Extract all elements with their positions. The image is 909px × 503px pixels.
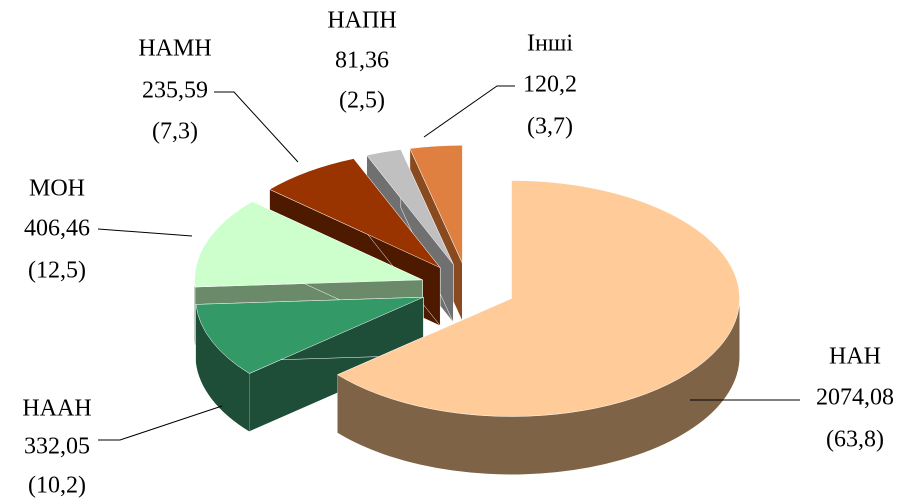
label-value: 81,36 [335, 48, 389, 74]
slice [336, 180, 740, 475]
label-value: 235,59 [142, 78, 208, 104]
label-value: 406,46 [24, 216, 90, 242]
leader-line [97, 228, 193, 237]
leader-line [98, 405, 223, 441]
label-value: 332,05 [24, 434, 90, 460]
label-name: НАН [829, 344, 881, 370]
leader-line [214, 91, 299, 163]
label-name: НАПН [327, 8, 396, 34]
slice-top [269, 158, 441, 268]
label-share: (10,2) [28, 473, 86, 499]
label-name: НАМН [138, 36, 211, 62]
slice-side [337, 298, 740, 475]
label-name: МОН [29, 176, 85, 202]
slice-top [336, 180, 740, 417]
slice-top [195, 296, 424, 374]
label-share: (12,5) [28, 258, 86, 284]
label-share: (7,3) [152, 119, 198, 145]
leader-line [423, 85, 515, 138]
label-share: (2,5) [339, 88, 385, 114]
label-share: (63,8) [826, 427, 884, 453]
slice-top [194, 201, 423, 288]
slice-top [366, 149, 454, 265]
label-value: 2074,08 [816, 385, 894, 411]
label-name: НААН [22, 396, 91, 422]
label-value: 120,2 [523, 72, 577, 98]
slice-side [195, 304, 250, 432]
slice-top [409, 145, 463, 264]
label-share: (3,7) [527, 114, 573, 140]
label-name: Інші [527, 31, 573, 57]
slice [195, 296, 424, 432]
